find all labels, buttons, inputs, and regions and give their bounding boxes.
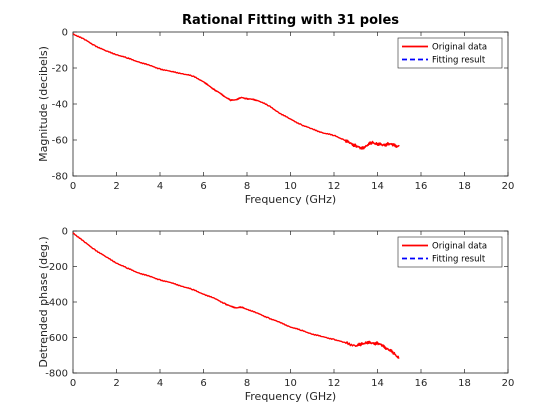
x-tick-label: 14 [371, 378, 384, 389]
x-tick-label: 2 [113, 181, 119, 192]
y-axis-label: Detrended phase (deg.) [37, 236, 50, 367]
series-line-1 [72, 232, 400, 359]
x-tick-label: 16 [415, 378, 428, 389]
x-tick-label: 0 [70, 181, 76, 192]
x-axis-label: Frequency (GHz) [245, 390, 336, 403]
x-tick-label: 4 [157, 181, 163, 192]
chart-title: Rational Fitting with 31 poles [182, 13, 399, 28]
y-tick-label: -20 [52, 64, 68, 75]
x-tick-label: 8 [244, 181, 250, 192]
x-tick-label: 12 [328, 378, 341, 389]
y-tick-label: -80 [52, 172, 68, 183]
chart-2: 0 2 4 6 8 10 12 14 16 18 20 -800 -600 -400 -200 0 Freque… [37, 227, 514, 404]
x-tick-label: 4 [157, 378, 163, 389]
x-tick-label: 2 [113, 378, 119, 389]
x-tick-label: 12 [328, 181, 341, 192]
series-line-1 [72, 33, 400, 150]
x-tick-label: 20 [502, 378, 515, 389]
x-axis-label: Frequency (GHz) [245, 193, 336, 206]
legend-entry: Fitting result [432, 56, 486, 66]
y-tick-label: -60 [52, 136, 68, 147]
x-tick-label: 20 [502, 181, 515, 192]
chart-1: 0 2 4 6 8 10 12 14 16 18 20 -80 -60 -40 -20 0 Frequency … [37, 13, 514, 206]
legend-entry: Fitting result [432, 255, 486, 265]
legend-entry: Original data [432, 242, 487, 252]
x-tick-label: 0 [70, 378, 76, 389]
legend-box [397, 236, 503, 268]
x-tick-label: 6 [200, 181, 206, 192]
x-tick-label: 16 [415, 181, 428, 192]
x-tick-label: 10 [284, 378, 297, 389]
x-tick-label: 8 [244, 378, 250, 389]
legend-entry: Original data [432, 43, 487, 53]
x-tick-label: 18 [458, 181, 471, 192]
y-tick-label: -400 [45, 298, 68, 309]
legend: Original data Fitting result [397, 37, 503, 69]
y-tick-label: 0 [62, 28, 68, 39]
x-tick-label: 10 [284, 181, 297, 192]
x-tick-label: 14 [371, 181, 384, 192]
y-tick-label: -600 [45, 333, 68, 344]
y-tick-label: -200 [45, 262, 68, 273]
y-tick-label: -40 [52, 100, 68, 111]
y-tick-label: -800 [45, 369, 68, 380]
legend-box [397, 37, 503, 69]
x-tick-label: 18 [458, 378, 471, 389]
legend: Original data Fitting result [397, 236, 503, 268]
y-axis-label: Magnitude (decibels) [37, 46, 50, 162]
y-tick-label: 0 [62, 227, 68, 238]
x-tick-label: 6 [200, 378, 206, 389]
